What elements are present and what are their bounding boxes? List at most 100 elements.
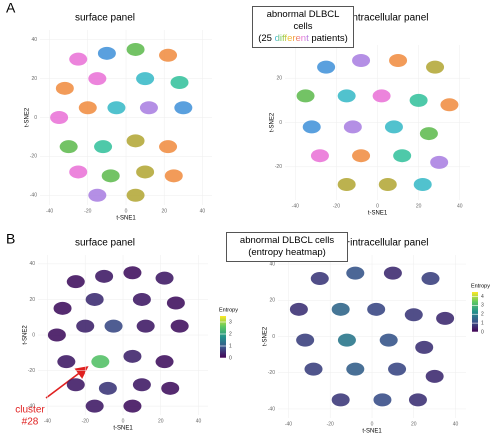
cluster: [378, 178, 397, 191]
colorbar-tick-label: 3: [481, 303, 484, 309]
cluster: [296, 333, 315, 347]
cluster: [331, 302, 350, 316]
cluster: [161, 381, 180, 395]
x-tick-label: -20: [333, 203, 340, 209]
cluster: [346, 362, 365, 376]
x-tick-label: 40: [457, 203, 463, 209]
cluster: [388, 362, 407, 376]
cluster: [440, 98, 459, 112]
cluster: [155, 271, 174, 285]
y-tick-label: 0: [32, 332, 35, 338]
colorbar-title: Entropy: [219, 307, 238, 313]
y-tick-label: 40: [269, 261, 275, 267]
cluster: [123, 266, 142, 280]
x-tick-label: -40: [285, 421, 292, 427]
cluster: [425, 369, 444, 383]
cluster: [383, 266, 402, 280]
cluster: [296, 89, 315, 103]
colorbar-tick-label: 2: [229, 331, 232, 337]
cluster: [379, 333, 398, 347]
x-tick-label: -20: [84, 208, 91, 214]
cluster: [126, 188, 145, 202]
cluster: [413, 178, 432, 191]
box-text: patients): [311, 33, 348, 44]
cluster: [98, 381, 117, 395]
cluster: [66, 275, 85, 289]
cluster: [372, 89, 391, 103]
cluster: [85, 292, 104, 306]
cluster: [53, 301, 72, 315]
cluster: [126, 42, 145, 56]
cluster: [136, 72, 155, 86]
x-axis-label: t-SNE1: [368, 211, 388, 217]
cluster: [170, 76, 189, 89]
cluster: [85, 399, 104, 413]
cluster: [393, 149, 412, 163]
x-tick-label: 0: [122, 418, 125, 424]
box-line: (25 different patients): [257, 33, 349, 45]
x-tick-label: 20: [411, 421, 417, 427]
panel-title: surface panel: [75, 238, 135, 249]
y-axis-label: t-SNE2: [23, 325, 29, 345]
y-tick-label: -40: [28, 403, 35, 409]
y-tick-label: 0: [272, 334, 275, 340]
x-tick-label: -40: [46, 208, 53, 214]
cluster: [174, 101, 193, 115]
cluster: [132, 378, 151, 392]
box-line: abnormal DLBCL cells: [266, 9, 340, 32]
cluster: [57, 355, 76, 369]
cluster: [367, 302, 386, 316]
y-axis-label: t-SNE2: [270, 112, 276, 132]
cluster: [159, 140, 178, 154]
cluster: [88, 188, 107, 202]
panel-title: surface+intracellular panel: [311, 238, 428, 249]
x-tick-label: 0: [125, 208, 128, 214]
colorbar: [472, 292, 478, 332]
y-axis-label: t-SNE2: [263, 326, 269, 346]
colorbar-tick-label: 2: [481, 312, 484, 318]
cluster: [289, 302, 308, 316]
cluster: [409, 93, 428, 107]
y-tick-label: -20: [28, 368, 35, 374]
cluster: [310, 149, 329, 163]
cluster: [97, 46, 116, 60]
y-tick-label: 20: [31, 76, 37, 82]
cluster: [404, 308, 423, 322]
cluster: [373, 393, 392, 407]
cluster: [302, 120, 321, 134]
cluster: [91, 355, 110, 369]
cluster: [139, 101, 158, 115]
x-tick-label: 0: [371, 421, 374, 427]
title-box: abnormal DLBCL cells (25 different patie…: [252, 6, 354, 48]
cluster: [352, 54, 371, 67]
cluster: [304, 362, 323, 376]
cluster: [136, 319, 155, 333]
box-line: abnormal DLBCL cells: [239, 235, 335, 246]
box-text: different: [274, 33, 309, 44]
cluster: [88, 72, 107, 86]
annotation: #28: [22, 417, 39, 428]
cluster: [337, 333, 356, 347]
cluster: [346, 266, 365, 280]
cluster: [47, 328, 66, 342]
cluster: [166, 296, 185, 310]
colorbar-tick-label: 0: [481, 329, 484, 335]
panel-label: B: [6, 231, 15, 247]
y-tick-label: 20: [29, 297, 35, 303]
cluster: [408, 393, 427, 407]
cluster: [132, 292, 151, 306]
cluster: [94, 140, 113, 154]
cluster: [352, 149, 371, 163]
x-tick-label: -40: [292, 203, 299, 209]
x-tick-label: 20: [161, 208, 167, 214]
cluster: [104, 319, 123, 333]
cluster: [426, 60, 445, 74]
cluster: [317, 60, 336, 74]
y-tick-label: -20: [268, 370, 275, 376]
cluster: [159, 48, 178, 62]
colorbar-tick-label: 1: [481, 320, 484, 326]
y-tick-label: 0: [279, 120, 282, 126]
y-tick-label: -20: [30, 154, 37, 160]
x-tick-label: -40: [44, 418, 51, 424]
cluster: [50, 111, 69, 124]
